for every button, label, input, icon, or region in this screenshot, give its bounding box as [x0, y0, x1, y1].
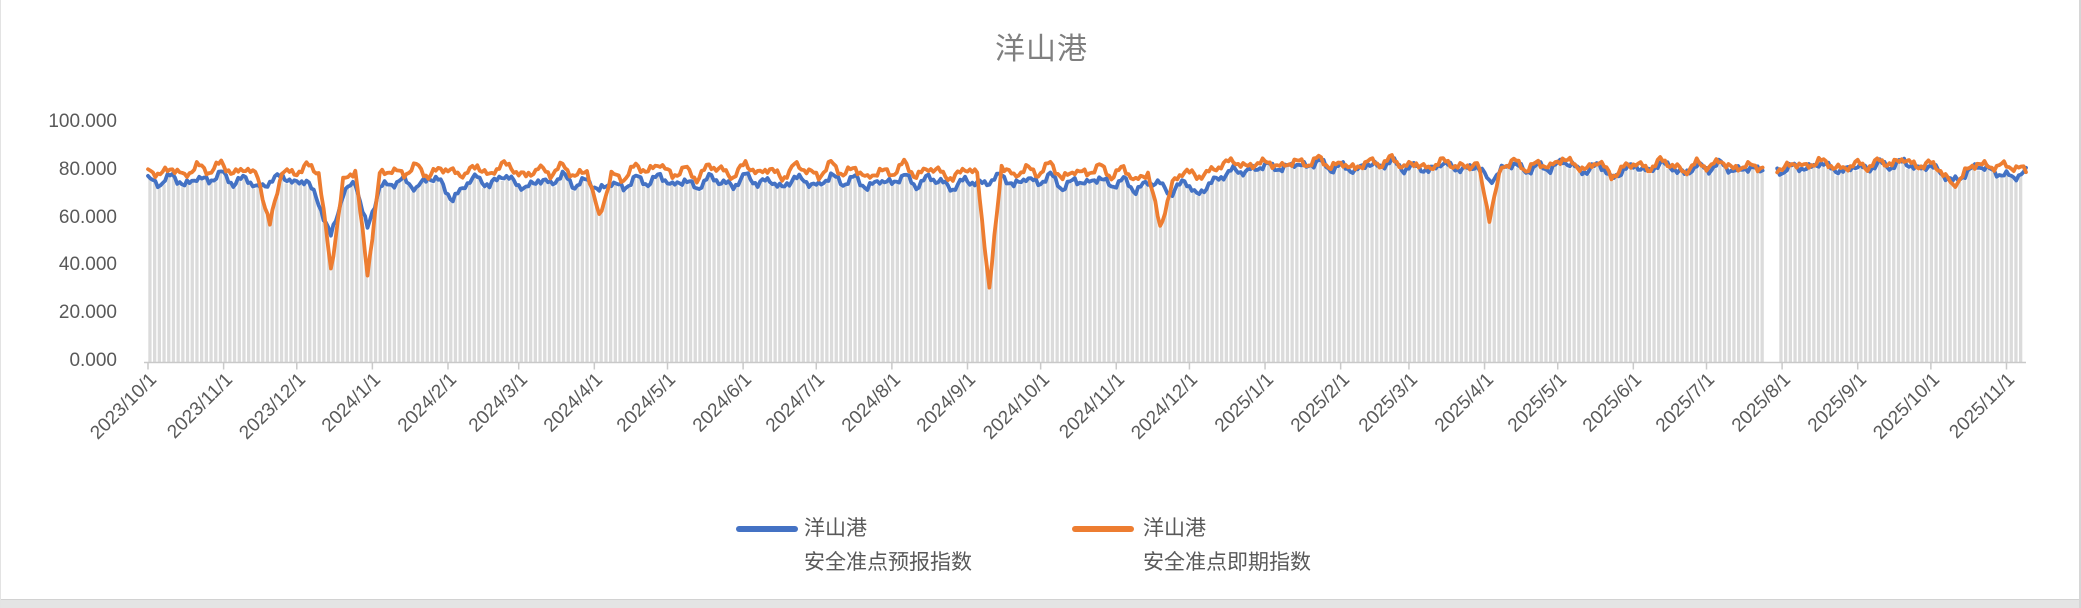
x-axis-line	[144, 361, 2026, 370]
y-axis-label: 100.000	[48, 111, 117, 132]
legend-swatch-forecast	[736, 526, 798, 532]
y-axis-label: 0.000	[69, 350, 117, 371]
y-axis-label: 40.000	[58, 254, 117, 276]
series-line-spot	[146, 153, 2028, 290]
legend-swatch-spot	[1072, 526, 1134, 532]
y-axis-label: 20.000	[58, 302, 117, 324]
legend-label-line1: 洋山港	[1143, 517, 1206, 540]
legend-label-line2: 安全准点即期指数	[1143, 551, 1311, 574]
background-bars	[148, 162, 2023, 363]
bottom-strip	[1, 599, 2079, 608]
chart-title: 洋山港	[995, 33, 1088, 66]
legend-label-line1: 洋山港	[804, 517, 867, 540]
y-axis-label: 80.000	[58, 158, 117, 180]
legend-label-line2: 安全准点预报指数	[804, 551, 972, 574]
y-axis-label: 60.000	[58, 206, 117, 228]
